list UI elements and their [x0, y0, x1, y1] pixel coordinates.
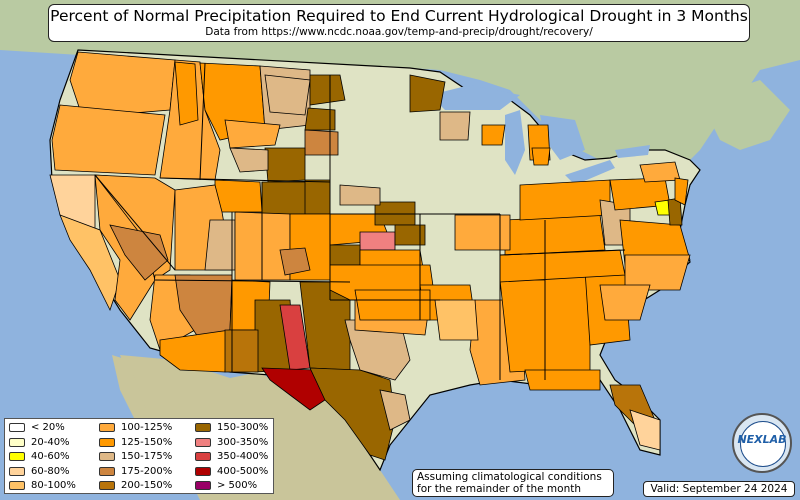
legend-label: 100-125% [121, 422, 173, 433]
legend-swatch [9, 481, 25, 490]
title-box: Percent of Normal Precipitation Required… [48, 4, 750, 42]
legend-swatch [99, 481, 115, 490]
region-wi-west [439, 111, 471, 141]
legend-swatch [99, 452, 115, 461]
region-ne-east [394, 224, 426, 246]
legend-label: 125-150% [121, 436, 173, 448]
legend-swatch [195, 437, 211, 447]
lake-huron [540, 115, 585, 160]
legend-swatch [9, 423, 25, 432]
region-sd-west [304, 107, 336, 131]
legend-label: 400-500% [217, 465, 269, 477]
drought-regions [49, 51, 691, 461]
legend-label: 20-40% [31, 436, 70, 448]
legend-label: 40-60% [31, 451, 70, 462]
region-ut-east [204, 219, 236, 271]
region-tx-east [379, 389, 411, 431]
region-n-idaho [174, 61, 199, 126]
lake-superior [430, 85, 520, 110]
region-ks-central [329, 244, 361, 266]
legend-swatch [9, 437, 25, 447]
legend-swatch [99, 437, 115, 447]
note-line-1: Assuming climatological conditions [417, 471, 602, 483]
legend-swatch [195, 481, 211, 490]
legend-label: 175-200% [121, 465, 173, 477]
region-ny-south [639, 161, 681, 183]
legend: < 20% 20-40% 40-60% 60-80% 80-100% 100-125% 12… [4, 418, 274, 494]
region-wy-sw [214, 179, 263, 213]
legend-label: 150-300% [217, 422, 269, 433]
region-mt-center [264, 74, 311, 116]
region-wy-north [264, 147, 306, 183]
lake-michigan [505, 110, 525, 175]
legend-label: > 500% [217, 480, 258, 491]
border-line [154, 279, 351, 283]
region-mt-sw [224, 119, 281, 149]
region-fl-panhandle [524, 369, 601, 391]
legend-swatch [195, 423, 211, 432]
legend-swatch [9, 452, 25, 461]
region-or [51, 104, 166, 176]
legend-label: 200-150% [121, 480, 173, 491]
region-sd-east [339, 184, 381, 206]
region-nm-sw [224, 329, 259, 373]
assumption-note: Assuming climatological conditions for t… [412, 469, 614, 497]
region-mi-south [531, 147, 551, 166]
legend-label: 80-100% [31, 480, 76, 491]
region-tx-central-or [354, 289, 431, 321]
border-line [94, 174, 176, 271]
legend-label: 350-400% [217, 451, 269, 462]
lake-ontario [615, 145, 650, 158]
region-wy-west [229, 147, 269, 173]
nexlab-globe-logo: NEXLAB [732, 413, 792, 473]
legend-label: 60-80% [31, 465, 70, 477]
region-ne-west [304, 179, 331, 215]
legend-label: 300-350% [217, 436, 269, 448]
region-wa [69, 51, 176, 116]
border-line [159, 177, 331, 183]
note-line-2: for the remainder of the month [417, 483, 582, 495]
region-mo-south [434, 299, 479, 341]
logo-inner-circle [740, 421, 786, 467]
legend-swatch [9, 466, 25, 476]
data-source: Data from https://www.ncdc.noaa.gov/temp… [205, 26, 593, 38]
map-title: Percent of Normal Precipitation Required… [50, 7, 748, 25]
legend-swatch [195, 466, 211, 476]
region-nv-central [109, 224, 169, 281]
region-ky [504, 214, 606, 256]
region-nd-west [309, 74, 346, 106]
border-line [499, 249, 626, 256]
valid-date: Valid: September 24 2024 [643, 481, 795, 497]
legend-swatch [195, 452, 211, 461]
region-sc [599, 284, 651, 321]
region-wi-east [481, 124, 506, 146]
region-ks-red [359, 231, 396, 251]
state-borders [94, 62, 626, 380]
legend-swatch [99, 423, 115, 432]
border-line [199, 62, 206, 181]
logo-text: NEXLAB [737, 433, 787, 446]
region-al [544, 274, 591, 379]
maritime-land [700, 80, 790, 150]
region-in-oh [519, 179, 611, 221]
region-az-south [159, 329, 231, 373]
region-mn [409, 74, 446, 113]
region-sd-sw [304, 129, 339, 156]
legend-label: < 20% [31, 422, 65, 433]
legend-swatch [99, 466, 115, 476]
region-tx-west [309, 367, 396, 461]
region-fl-south [629, 409, 661, 451]
legend-label: 150-175% [121, 451, 173, 462]
region-ia-east [454, 214, 511, 251]
region-co-sc [279, 247, 311, 276]
lake-erie [565, 160, 615, 185]
region-nc [624, 254, 691, 291]
region-nj [674, 177, 689, 206]
